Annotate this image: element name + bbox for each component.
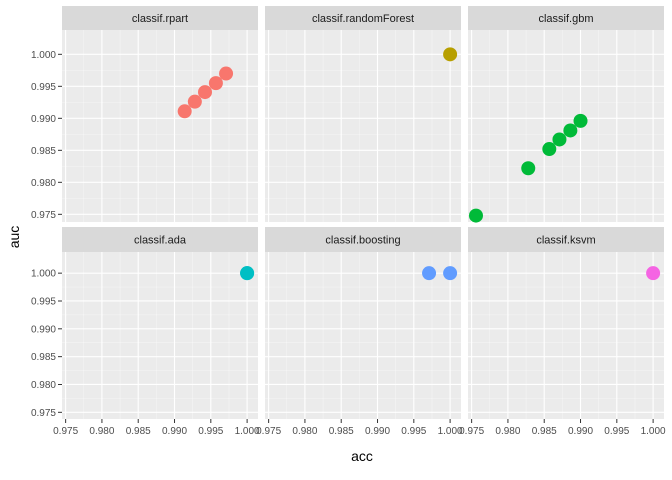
facet-strip-label: classif.ksvm <box>536 235 595 247</box>
y-tick-label: 1.000 <box>31 50 56 61</box>
x-tick-label: 0.990 <box>568 426 593 437</box>
facet-strip-label: classif.gbm <box>538 13 593 25</box>
y-tick-label: 0.975 <box>31 408 56 419</box>
x-tick-label: 0.975 <box>459 426 484 437</box>
y-tick-label: 1.000 <box>31 269 56 280</box>
x-tick-label: 0.985 <box>329 426 354 437</box>
panel-background <box>62 252 258 419</box>
data-point <box>468 208 483 223</box>
facet-strip <box>265 227 461 252</box>
data-point <box>443 47 458 62</box>
data-point <box>187 94 202 109</box>
x-axis-title: acc <box>351 448 373 464</box>
x-tick-label: 0.990 <box>365 426 390 437</box>
data-point <box>552 132 567 147</box>
x-tick-label: 0.995 <box>604 426 629 437</box>
y-tick-label: 0.990 <box>31 114 56 125</box>
data-point <box>208 76 223 91</box>
x-tick-label: 0.995 <box>401 426 426 437</box>
y-tick-label: 0.985 <box>31 146 56 157</box>
panels: classif.rpart classif.randomForest classif… <box>62 6 664 419</box>
data-point <box>521 161 536 176</box>
data-point <box>422 266 437 281</box>
panel-background <box>265 30 461 222</box>
y-axis-title: auc <box>6 226 22 249</box>
facet-strip-label: classif.boosting <box>325 235 400 247</box>
y-tick-label: 0.975 <box>31 210 56 221</box>
x-tick-label: 0.995 <box>198 426 223 437</box>
facet-strip <box>468 227 664 252</box>
facet-panel: classif.ksvm <box>468 227 664 419</box>
facet-panel: classif.gbm <box>468 6 664 223</box>
facet-panel: classif.randomForest <box>265 6 461 222</box>
facet-strip <box>62 6 258 30</box>
x-tick-label: 0.985 <box>532 426 557 437</box>
facet-strip-label: classif.rpart <box>132 13 188 25</box>
x-tick-label: 1.000 <box>438 426 463 437</box>
x-tick-label: 0.975 <box>53 426 78 437</box>
data-point <box>177 104 192 119</box>
x-tick-label: 0.980 <box>89 426 114 437</box>
facet-strip <box>265 6 461 30</box>
data-point <box>219 66 234 81</box>
y-tick-label: 0.980 <box>31 380 56 391</box>
x-tick-label: 0.990 <box>162 426 187 437</box>
facet-panel: classif.ada <box>62 227 258 419</box>
panel-background <box>468 252 664 419</box>
data-point <box>563 123 578 138</box>
x-tick-label: 0.985 <box>126 426 151 437</box>
data-point <box>573 113 588 128</box>
data-point <box>198 85 213 100</box>
y-axis: 0.975 0.980 0.985 0.990 0.995 1.000 0.975 0.980… <box>31 50 62 419</box>
y-tick-label: 0.995 <box>31 82 56 93</box>
facet-strip-label: classif.randomForest <box>312 13 414 25</box>
x-tick-label: 0.980 <box>292 426 317 437</box>
facet-panel: classif.boosting <box>265 227 461 419</box>
facet-strip-label: classif.ada <box>134 235 187 247</box>
data-point <box>240 266 255 281</box>
x-tick-label: 1.000 <box>641 426 666 437</box>
data-point <box>542 142 557 157</box>
facet-strip <box>468 6 664 30</box>
y-tick-label: 0.980 <box>31 178 56 189</box>
y-tick-label: 0.995 <box>31 296 56 307</box>
y-tick-label: 0.990 <box>31 324 56 335</box>
facet-strip <box>62 227 258 252</box>
panel-background <box>62 30 258 222</box>
y-tick-label: 0.985 <box>31 352 56 363</box>
data-point <box>443 266 458 281</box>
facet-panel: classif.rpart <box>62 6 258 222</box>
x-tick-label: 0.980 <box>495 426 520 437</box>
x-tick-label: 1.000 <box>235 426 260 437</box>
x-tick-label: 0.975 <box>256 426 281 437</box>
data-point <box>646 266 661 281</box>
